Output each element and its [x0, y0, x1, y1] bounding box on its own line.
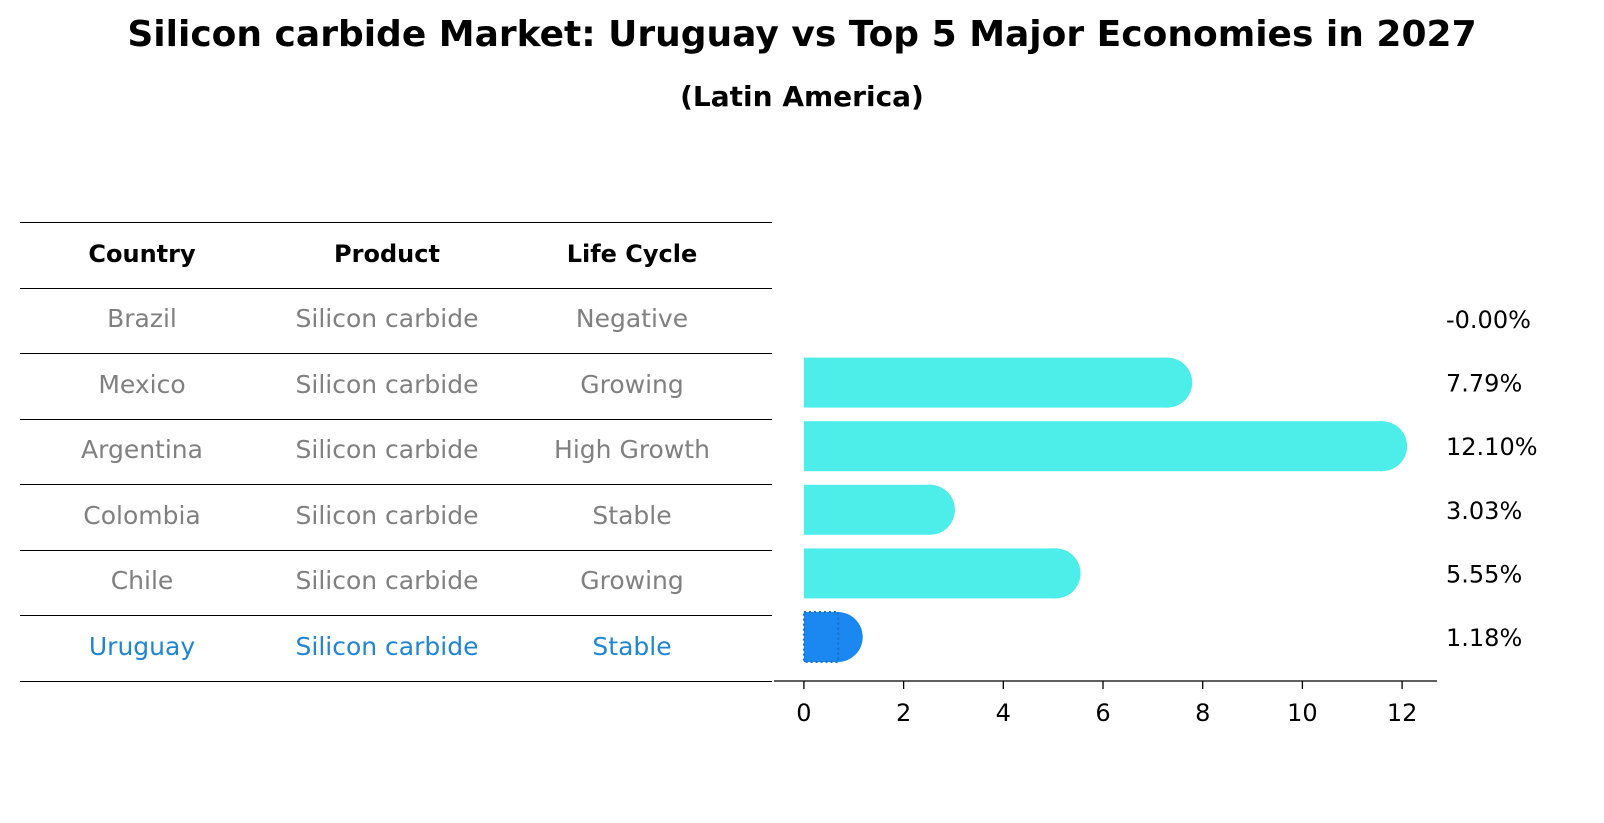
product-cell: Silicon carbide [295, 369, 479, 399]
life-cycle-cell: Negative [575, 304, 689, 334]
product-cell: Silicon carbide [295, 304, 479, 334]
chart-subtitle: (Latin America) [680, 80, 924, 113]
product-cell: Silicon carbide [295, 435, 479, 465]
country-cell: Chile [110, 566, 174, 596]
value-label: 7.79% [1446, 370, 1522, 398]
bar-cap [1357, 421, 1408, 472]
table-divider [20, 680, 772, 682]
value-label: 12.10% [1446, 433, 1538, 461]
country-cell: Uruguay [88, 631, 196, 661]
x-tick-label: 2 [896, 699, 911, 727]
value-label: 3.03% [1446, 497, 1522, 525]
life-cycle-cell: Growing [580, 369, 684, 399]
life-cycle-cell: Growing [580, 566, 684, 596]
life-cycle-cell: Stable [592, 631, 672, 661]
country-cell: Argentina [81, 435, 203, 465]
table-divider [20, 287, 772, 289]
x-tick-label: 6 [1095, 699, 1110, 727]
bar-cap [1142, 357, 1193, 408]
product-cell: Silicon carbide [295, 500, 479, 530]
product-cell: Silicon carbide [295, 566, 479, 596]
life-cycle-cell: Stable [592, 500, 672, 530]
country-cell: Mexico [98, 369, 186, 399]
table-divider [20, 418, 772, 420]
x-tick-label: 0 [796, 699, 811, 727]
country-header: Country [88, 239, 196, 268]
life-cycle-cell: High Growth [554, 435, 710, 465]
bar-cap [904, 484, 955, 535]
bar-cap [812, 612, 863, 662]
x-tick-label: 12 [1387, 699, 1418, 727]
value-label: 5.55% [1446, 560, 1522, 588]
product-header: Product [334, 239, 440, 268]
bar [803, 357, 1168, 408]
bar-cap [1030, 548, 1081, 599]
chart-title: Silicon carbide Market: Uruguay vs Top 5… [127, 14, 1477, 55]
country-cell: Brazil [107, 304, 177, 334]
value-label: -0.00% [1446, 306, 1531, 334]
table-divider [20, 549, 772, 551]
value-label: 1.18% [1446, 624, 1522, 652]
highlight-bar-outline [802, 611, 840, 663]
bar [803, 548, 1057, 599]
bar [803, 421, 1383, 472]
table-divider [20, 484, 772, 485]
table-divider [20, 222, 772, 223]
country-cell: Colombia [83, 500, 201, 530]
x-tick-label: 4 [996, 699, 1011, 727]
life-cycle-header: Life Cycle [566, 239, 698, 268]
product-cell: Silicon carbide [295, 631, 479, 661]
x-tick-label: 10 [1287, 699, 1318, 727]
table-divider [20, 353, 772, 354]
x-tick-label: 8 [1195, 699, 1210, 727]
table-divider [20, 615, 772, 616]
